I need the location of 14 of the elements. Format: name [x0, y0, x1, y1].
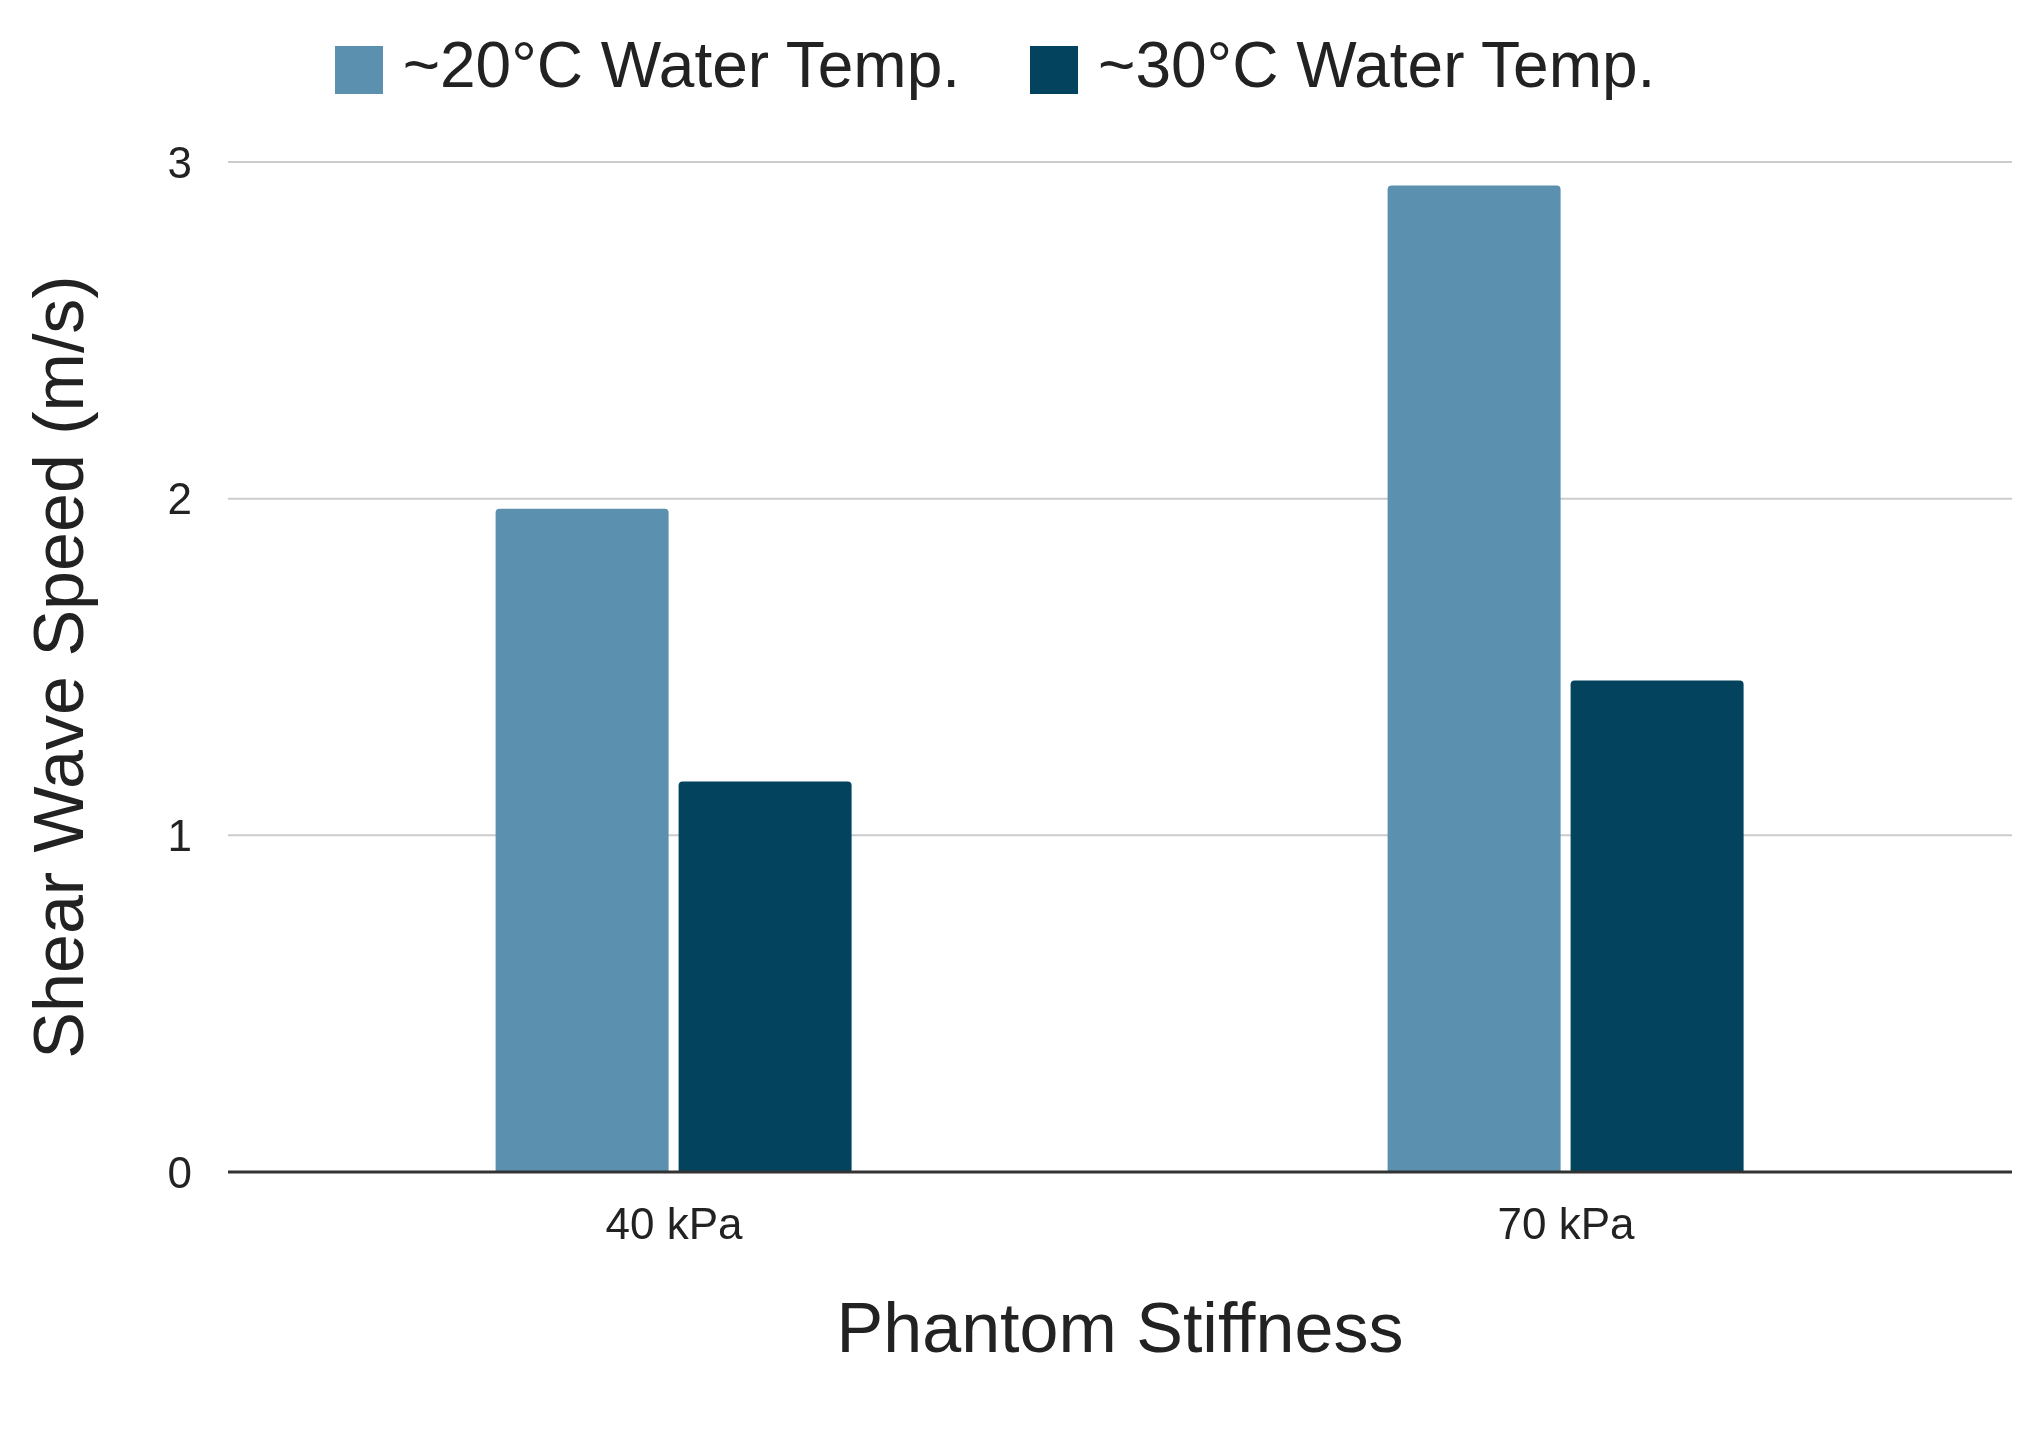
- bar: [678, 781, 852, 1172]
- bar: [495, 508, 669, 1172]
- y-tick-label: 2: [167, 474, 192, 524]
- bar: [1570, 680, 1744, 1172]
- x-tick-label: 40 kPa: [605, 1199, 744, 1249]
- bar: [1387, 185, 1561, 1172]
- legend-label: ~30°C Water Temp.: [1098, 29, 1656, 101]
- y-tick-label: 0: [167, 1147, 192, 1197]
- y-tick-label: 1: [167, 810, 192, 860]
- x-axis-title: Phantom Stiffness: [836, 1289, 1404, 1367]
- legend-label: ~20°C Water Temp.: [402, 29, 960, 101]
- y-tick-label: 3: [167, 137, 192, 187]
- y-axis-title: Shear Wave Speed (m/s): [19, 275, 98, 1059]
- x-tick-label: 70 kPa: [1497, 1199, 1636, 1249]
